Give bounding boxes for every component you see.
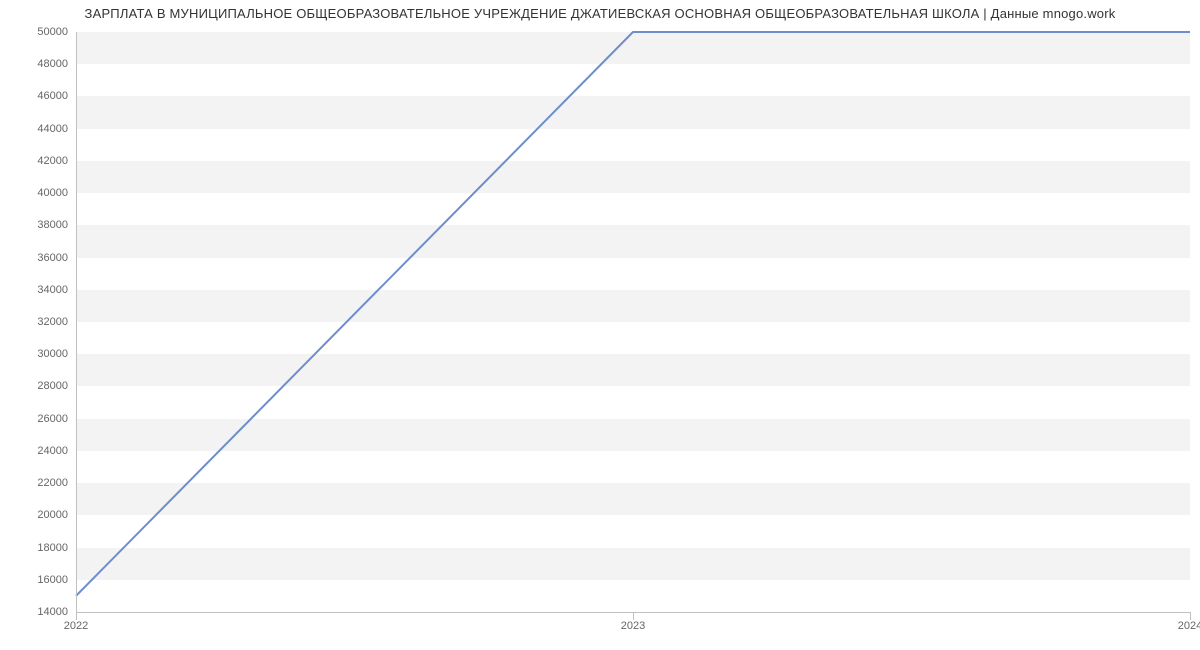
y-tick-label: 32000 bbox=[37, 316, 76, 328]
line-layer bbox=[76, 32, 1190, 612]
plot-area: 1400016000180002000022000240002600028000… bbox=[76, 32, 1190, 612]
y-tick-label: 44000 bbox=[37, 123, 76, 135]
y-tick-label: 46000 bbox=[37, 90, 76, 102]
y-tick-label: 50000 bbox=[37, 26, 76, 38]
x-tick-label: 2022 bbox=[64, 612, 88, 632]
y-tick-label: 40000 bbox=[37, 187, 76, 199]
y-tick-label: 26000 bbox=[37, 413, 76, 425]
y-tick-label: 48000 bbox=[37, 58, 76, 70]
salary-line-chart: ЗАРПЛАТА В МУНИЦИПАЛЬНОЕ ОБЩЕОБРАЗОВАТЕЛ… bbox=[0, 0, 1200, 650]
y-tick-label: 38000 bbox=[37, 219, 76, 231]
series-line bbox=[76, 32, 1190, 596]
x-tick-label: 2023 bbox=[621, 612, 645, 632]
y-tick-label: 36000 bbox=[37, 252, 76, 264]
y-tick-label: 30000 bbox=[37, 348, 76, 360]
y-axis-line bbox=[76, 32, 77, 612]
y-tick-label: 18000 bbox=[37, 542, 76, 554]
y-tick-label: 42000 bbox=[37, 155, 76, 167]
y-tick-label: 16000 bbox=[37, 574, 76, 586]
y-tick-label: 28000 bbox=[37, 380, 76, 392]
chart-title: ЗАРПЛАТА В МУНИЦИПАЛЬНОЕ ОБЩЕОБРАЗОВАТЕЛ… bbox=[0, 6, 1200, 21]
x-tick-label: 2024 bbox=[1178, 612, 1200, 632]
y-tick-label: 34000 bbox=[37, 284, 76, 296]
y-tick-label: 20000 bbox=[37, 509, 76, 521]
y-tick-label: 22000 bbox=[37, 477, 76, 489]
y-tick-label: 24000 bbox=[37, 445, 76, 457]
